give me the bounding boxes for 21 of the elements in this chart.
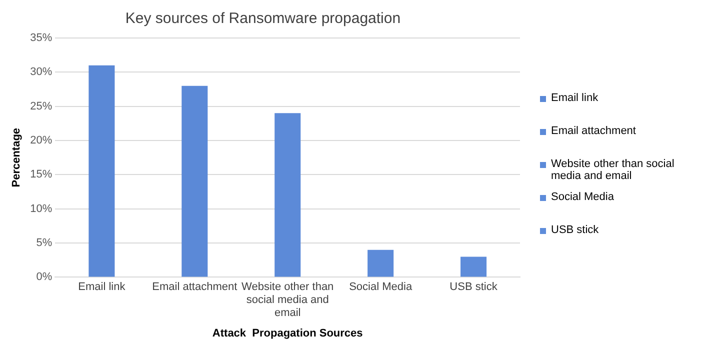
legend-label: Website other than social media and email — [551, 158, 676, 182]
legend-label: Email attachment — [551, 125, 636, 137]
y-tick-label: 15% — [30, 168, 52, 181]
legend-label: Social Media — [551, 191, 614, 203]
x-tick-label: Email link — [78, 280, 126, 293]
chart-title: Key sources of Ransomware propagation — [125, 10, 401, 28]
x-tick-label: Website other than social media and email — [242, 280, 334, 320]
x-axis-title: Attack Propagation Sources — [212, 327, 363, 340]
y-axis-title: Percentage — [10, 128, 23, 188]
y-tick-label: 20% — [30, 134, 52, 147]
x-tick-label: Social Media — [349, 280, 413, 293]
y-tick-label: 30% — [30, 66, 52, 78]
y-tick-label: 35% — [30, 32, 52, 44]
legend-label: USB stick — [551, 224, 599, 236]
y-tick-label: 10% — [30, 202, 52, 215]
y-tick-label: 5% — [36, 237, 52, 250]
y-tick-label: 0% — [36, 271, 52, 284]
x-tick-label: USB stick — [450, 280, 498, 293]
x-tick-label: Email attachment — [152, 280, 238, 293]
legend-label: Email link — [551, 92, 598, 104]
y-tick-label: 25% — [30, 100, 52, 112]
